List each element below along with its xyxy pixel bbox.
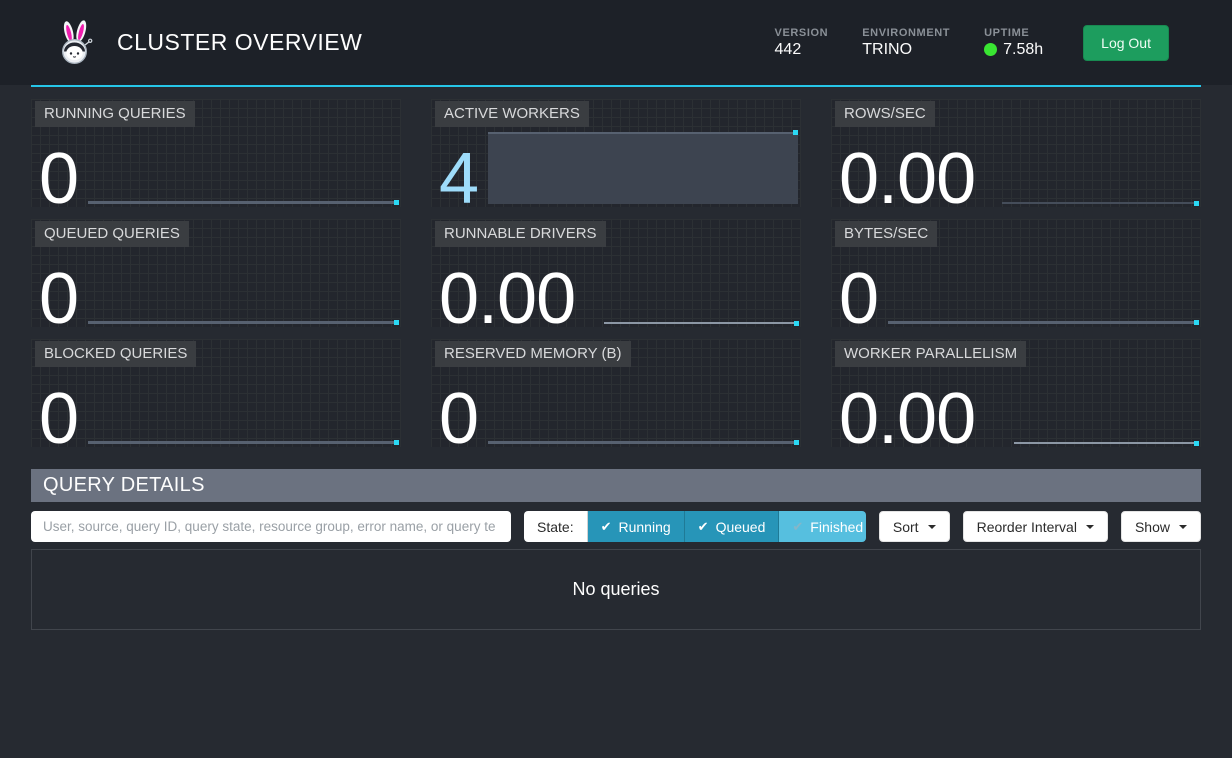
stat-card-reserved-memory: RESERVED MEMORY (B) 0 [431,339,801,455]
stat-value: 0 [39,259,79,339]
sort-dropdown-button[interactable]: Sort [878,511,950,542]
stat-label: RESERVED MEMORY (B) [435,341,631,367]
stat-card-running-queries: RUNNING QUERIES 0 [31,99,401,215]
sparkline-area [488,130,798,204]
query-search-input[interactable] [31,511,511,542]
caret-down-icon [927,524,936,529]
state-filter-queued[interactable]: ✔ Queued [684,511,780,542]
reorder-interval-dropdown-button[interactable]: Reorder Interval [962,511,1108,542]
stat-card-rows-per-sec: ROWS/SEC 0.00 [831,99,1201,215]
show-dropdown-button[interactable]: Show [1120,511,1201,542]
active-workers-count-link[interactable]: 4 [439,139,479,219]
uptime-label: UPTIME [984,26,1030,39]
state-filter-finished-label: Finished [810,518,864,535]
sparkline [88,200,399,205]
stat-card-active-workers: ACTIVE WORKERS 4 [431,99,801,215]
stat-label: WORKER PARALLELISM [835,341,1027,367]
stat-label: ACTIVE WORKERS [435,101,589,127]
sparkline [488,440,799,445]
stat-value: 0.00 [439,259,576,339]
state-filter-label: State: [524,511,588,542]
stat-card-queued-queries: QUEUED QUERIES 0 [31,219,401,335]
sparkline [1002,200,1199,206]
stat-card-bytes-per-sec: BYTES/SEC 0 [831,219,1201,335]
stat-label: QUEUED QUERIES [35,221,189,247]
sparkline [88,440,399,445]
stat-card-worker-parallelism: WORKER PARALLELISM 0.00 [831,339,1201,455]
query-details-header: QUERY DETAILS [31,469,1201,502]
check-icon: ✔ [792,518,804,534]
check-icon: ✔ [600,518,612,534]
show-label: Show [1134,518,1170,535]
caret-down-icon [1085,524,1094,529]
version-label: VERSION [774,26,829,39]
stat-value: 0.00 [839,139,976,219]
query-toolbar: State: ✔ Running ✔ Queued ✔ Finished Fai… [31,511,1201,542]
environment-value: TRINO [862,40,913,58]
uptime-block: UPTIME 7.58h [984,27,1043,59]
sparkline [604,320,799,326]
check-icon: ✔ [697,518,709,534]
state-filter-finished[interactable]: ✔ Finished [779,511,866,542]
environment-block: ENVIRONMENT TRINO [862,27,950,59]
stats-grid: RUNNING QUERIES 0 ACTIVE WORKERS 4 ROWS/… [31,99,1201,455]
state-filter-running[interactable]: ✔ Running [587,511,685,542]
header: CLUSTER OVERVIEW VERSION 442 ENVIRONMENT… [0,0,1232,85]
uptime-value: 7.58h [1003,40,1044,58]
sparkline [88,320,399,325]
header-meta: VERSION 442 ENVIRONMENT TRINO UPTIME 7.5… [775,24,1201,61]
empty-message: No queries [572,579,660,599]
version-value: 442 [774,40,802,58]
stat-value: 0 [439,379,479,459]
state-filter-queued-label: Queued [715,518,766,535]
stat-value: 0 [39,379,79,459]
stat-card-blocked-queries: BLOCKED QUERIES 0 [31,339,401,455]
stat-label: RUNNABLE DRIVERS [435,221,606,247]
stat-label: BYTES/SEC [835,221,938,247]
uptime-value-wrap: 7.58h [984,41,1043,59]
stat-value: 0.00 [839,379,976,459]
stat-label: ROWS/SEC [835,101,935,127]
stat-label: BLOCKED QUERIES [35,341,197,367]
caret-down-icon [1179,524,1187,529]
sparkline [888,320,1199,325]
trino-bunny-logo [61,19,93,64]
page-title: CLUSTER OVERVIEW [117,29,363,55]
state-filter-group: State: ✔ Running ✔ Queued ✔ Finished Fai… [524,511,866,542]
environment-label: ENVIRONMENT [862,26,951,39]
version-block: VERSION 442 [775,27,829,59]
query-list-empty-state: No queries [31,549,1201,630]
reorder-interval-label: Reorder Interval [976,518,1077,535]
stat-value: 0 [839,259,879,339]
sparkline [1014,440,1199,446]
logout-button[interactable]: Log Out [1083,24,1169,61]
sort-label: Sort [892,518,919,535]
stat-value: 0 [39,139,79,219]
uptime-status-dot-icon [984,43,998,56]
header-accent-rule [31,85,1201,87]
state-filter-running-label: Running [618,518,671,535]
stat-card-runnable-drivers: RUNNABLE DRIVERS 0.00 [431,219,801,335]
stat-label: RUNNING QUERIES [35,101,195,127]
